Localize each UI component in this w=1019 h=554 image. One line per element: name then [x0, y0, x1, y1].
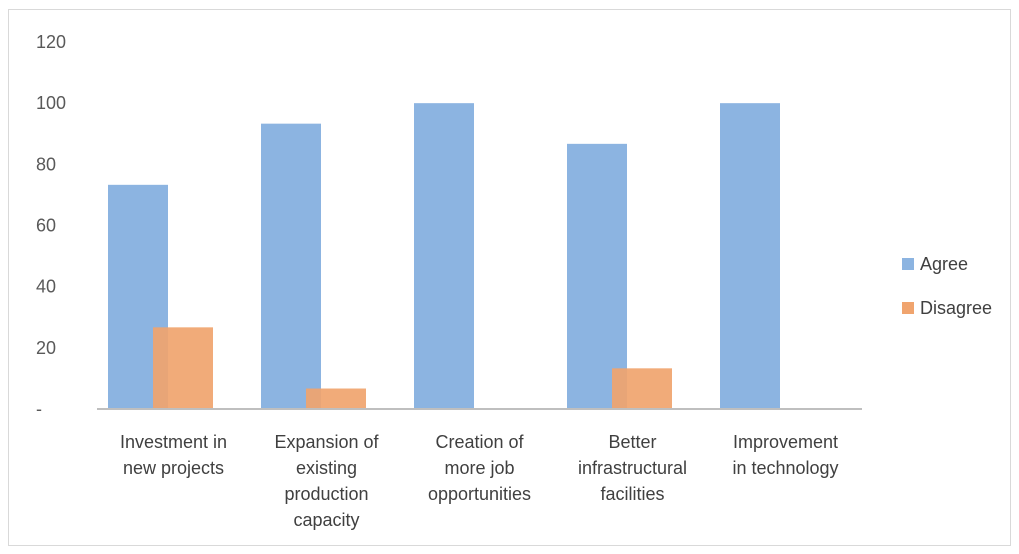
x-tick-label-line: Better: [608, 432, 656, 452]
x-tick-label-line: in technology: [732, 458, 838, 478]
x-axis-labels: Investment in new projects Expansion of exi…: [120, 432, 839, 530]
legend: Agree Disagree: [902, 254, 992, 318]
x-tick-label-line: infrastructural: [578, 458, 687, 478]
x-tick-label-line: existing: [296, 458, 357, 478]
y-tick-label: 40: [36, 277, 56, 297]
bar-agree-3: [414, 103, 474, 410]
x-tick-label: Investment in new projects: [120, 432, 227, 478]
bar-disagree-4: [612, 368, 672, 409]
x-tick-label: Better infrastructural facilities: [578, 432, 687, 504]
legend-label-agree: Agree: [920, 254, 968, 274]
x-tick-label-line: opportunities: [428, 484, 531, 504]
y-tick-label: -: [36, 399, 42, 419]
y-tick-label: 60: [36, 216, 56, 236]
bar-agree-5: [720, 103, 780, 410]
x-tick-label-line: production: [284, 484, 368, 504]
x-tick-label-line: more job: [444, 458, 514, 478]
y-tick-label: 120: [36, 32, 66, 52]
y-tick-label: 80: [36, 154, 56, 174]
y-axis-ticks: - 20 40 60 80 100 120: [36, 32, 66, 419]
x-tick-label-line: capacity: [293, 510, 359, 530]
x-tick-label-line: Creation of: [435, 432, 524, 452]
x-tick-label-line: Investment in: [120, 432, 227, 452]
bar-agree-4: [567, 143, 627, 409]
chart-frame: [8, 9, 1011, 546]
y-tick-label: 100: [36, 93, 66, 113]
bar-disagree-2: [306, 388, 366, 409]
x-tick-label: Expansion of existing production capacity: [274, 432, 379, 530]
x-tick-label: Creation of more job opportunities: [428, 432, 531, 504]
bar-agree-2: [261, 123, 321, 409]
bars: [108, 103, 780, 410]
legend-swatch-disagree: [902, 302, 914, 314]
x-tick-label-line: facilities: [600, 484, 664, 504]
x-tick-label: Improvement in technology: [732, 432, 838, 478]
x-tick-label-line: Improvement: [733, 432, 838, 452]
x-tick-label-line: Expansion of: [274, 432, 379, 452]
x-tick-label-line: new projects: [123, 458, 224, 478]
bar-disagree-1: [153, 327, 213, 409]
legend-label-disagree: Disagree: [920, 298, 992, 318]
legend-swatch-agree: [902, 258, 914, 270]
y-tick-label: 20: [36, 338, 56, 358]
